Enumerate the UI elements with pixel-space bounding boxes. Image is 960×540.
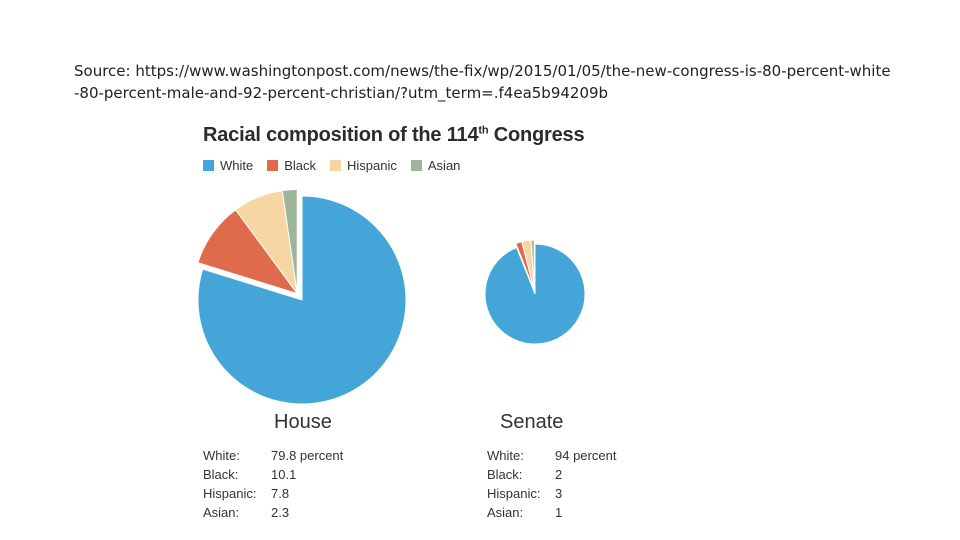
senate-stat-key: Hispanic: <box>487 486 541 501</box>
legend-label-hispanic: Hispanic <box>347 158 397 173</box>
chart-title: Racial composition of the 114th Congress <box>203 124 585 147</box>
senate-stat-value: 94 percent <box>555 448 617 463</box>
legend-item-asian: Asian <box>410 158 461 173</box>
chart-title-superscript: th <box>478 124 489 137</box>
house-slice-asian <box>281 189 298 294</box>
house-stat-key: Hispanic: <box>203 486 257 501</box>
legend-item-white: White <box>203 158 253 173</box>
source-citation: Source: https://www.washingtonpost.com/n… <box>74 62 891 102</box>
senate-stat-row-hispanic: Hispanic: 3 <box>487 484 616 503</box>
senate-stat-row-black: Black: 2 <box>487 465 616 484</box>
house-stat-row-white: White: 79.8 percent <box>203 446 343 465</box>
house-pie-label: House <box>274 411 332 433</box>
house-stat-value: 7.8 <box>271 486 290 501</box>
senate-stat-row-white: White: 94 percent <box>487 446 616 465</box>
legend-label-black: Black <box>284 158 317 173</box>
legend-label-white: White <box>220 158 254 173</box>
legend-item-black: Black <box>267 158 316 173</box>
senate-stats-table: White: 94 percent Black: 2 Hispanic: 3 Asia… <box>487 446 616 522</box>
chart-legend: White Black Hispanic Asian <box>203 158 460 173</box>
senate-pie-label: Senate <box>500 411 564 433</box>
senate-stat-row-asian: Asian: 1 <box>487 503 616 522</box>
senate-stat-key: Black: <box>487 467 523 482</box>
house-stat-key: White: <box>203 448 240 463</box>
house-stat-value: 10.1 <box>271 467 297 482</box>
house-stat-value: 79.8 percent <box>271 448 344 463</box>
house-stat-key: Asian: <box>203 505 240 520</box>
senate-stat-value: 2 <box>555 467 563 482</box>
legend-label-asian: Asian <box>427 158 461 173</box>
house-stat-value: 2.3 <box>271 505 290 520</box>
senate-slice-white <box>484 243 586 345</box>
house-stat-row-black: Black: 10.1 <box>203 465 343 484</box>
house-stat-key: Black: <box>203 467 239 482</box>
house-slice-white <box>197 195 407 405</box>
legend-swatch-asian <box>410 160 422 171</box>
chart-title-end: Congress <box>488 124 585 146</box>
legend-swatch-hispanic <box>330 160 342 171</box>
legend-item-hispanic: Hispanic <box>330 158 397 173</box>
senate-slice-asian <box>530 239 535 291</box>
legend-swatch-white <box>203 160 214 171</box>
legend-swatch-black <box>267 160 279 171</box>
senate-stat-value: 3 <box>555 486 563 501</box>
senate-stat-key: White: <box>487 448 524 463</box>
house-stats-table: White: 79.8 percent Black: 10.1 Hispanic: 7… <box>203 446 343 522</box>
senate-stat-key: Asian: <box>487 505 524 520</box>
senate-stat-value: 1 <box>555 505 563 520</box>
house-stat-row-hispanic: Hispanic: 7.8 <box>203 484 343 503</box>
house-stat-row-asian: Asian: 2.3 <box>203 503 343 522</box>
chart-title-main: Racial composition of the 114 <box>203 124 479 146</box>
